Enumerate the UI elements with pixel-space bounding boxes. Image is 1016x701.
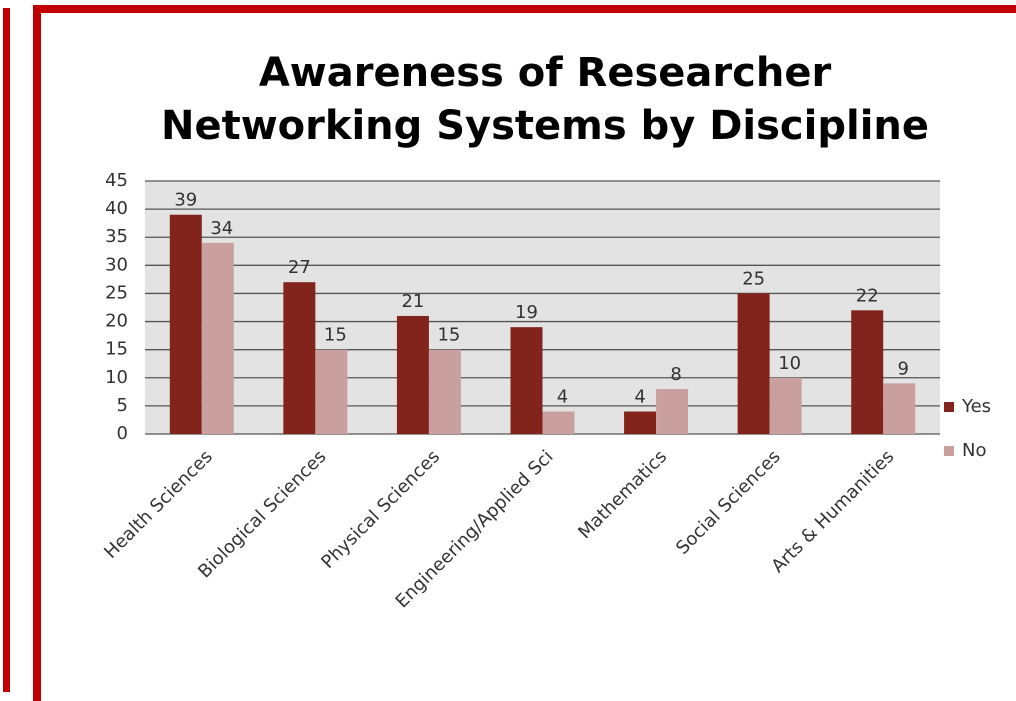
bar <box>510 327 543 434</box>
bar <box>283 282 316 434</box>
data-label: 4 <box>557 387 568 408</box>
data-label: 15 <box>324 325 347 346</box>
data-label: 8 <box>670 364 681 385</box>
bar <box>315 349 348 434</box>
y-tick-label: 25 <box>105 282 128 303</box>
y-tick-label: 5 <box>117 395 128 416</box>
bar <box>428 349 461 434</box>
y-tick-label: 40 <box>105 198 128 219</box>
bar <box>396 315 429 434</box>
left-border <box>3 8 10 692</box>
bar <box>656 389 689 434</box>
y-tick-label: 45 <box>105 170 128 191</box>
legend-swatch <box>944 446 954 456</box>
y-tick-label: 20 <box>105 311 128 332</box>
chart-title: Awareness of Researcher <box>259 50 832 96</box>
bar <box>201 242 234 434</box>
y-tick-label: 10 <box>105 367 128 388</box>
chart-title: Networking Systems by Discipline <box>161 103 929 149</box>
y-tick-label: 35 <box>105 226 128 247</box>
bar <box>769 377 802 434</box>
bar <box>169 214 202 434</box>
data-label: 27 <box>288 257 311 278</box>
bar <box>851 310 884 434</box>
data-label: 21 <box>401 291 424 312</box>
data-label: 4 <box>634 387 645 408</box>
data-label: 10 <box>778 353 801 374</box>
data-label: 9 <box>897 358 908 379</box>
bar <box>737 293 770 434</box>
data-label: 22 <box>856 285 879 306</box>
data-label: 15 <box>437 325 460 346</box>
legend-label: No <box>962 440 986 461</box>
y-tick-label: 30 <box>105 254 128 275</box>
bar <box>624 411 657 434</box>
y-tick-label: 15 <box>105 339 128 360</box>
legend-label: Yes <box>961 396 991 417</box>
y-tick-label: 0 <box>117 423 128 444</box>
bar <box>883 383 916 434</box>
data-label: 39 <box>174 190 197 211</box>
data-label: 25 <box>742 268 765 289</box>
data-label: 19 <box>515 302 538 323</box>
bar <box>542 411 575 434</box>
legend-swatch <box>944 402 954 412</box>
data-label: 34 <box>210 218 233 239</box>
